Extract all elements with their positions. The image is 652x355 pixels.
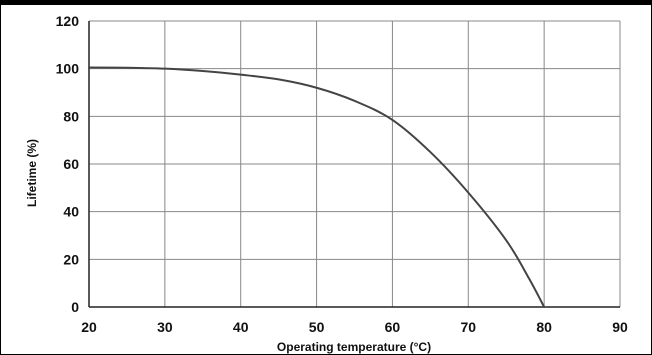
x-tick-label: 50 — [309, 319, 325, 335]
y-axis-label: Lifetime (%) — [25, 139, 39, 207]
y-tick-labels: 0 20 40 60 80 100 120 — [56, 13, 80, 315]
y-tick-label: 20 — [63, 251, 79, 267]
y-tick-label: 40 — [63, 204, 79, 220]
lifetime-curve — [88, 66, 546, 308]
y-tick-label: 60 — [63, 156, 79, 172]
x-tick-label: 20 — [81, 319, 97, 335]
x-axis-label: Operating temperature (°C) — [277, 340, 431, 354]
x-tick-label: 60 — [385, 319, 401, 335]
x-tick-label: 40 — [233, 319, 249, 335]
y-tick-label: 100 — [56, 61, 80, 77]
y-tick-label: 80 — [63, 108, 79, 124]
x-tick-label: 70 — [460, 319, 476, 335]
x-tick-labels: 20 30 40 50 60 70 80 90 — [81, 319, 628, 335]
x-tick-label: 90 — [612, 319, 628, 335]
horizontal-gridlines — [89, 20, 620, 260]
axes — [88, 21, 620, 308]
x-tick-label: 80 — [536, 319, 552, 335]
y-tick-label: 120 — [56, 13, 80, 29]
y-tick-label: 0 — [71, 299, 79, 315]
series-group — [88, 66, 546, 308]
x-tick-label: 30 — [157, 319, 173, 335]
